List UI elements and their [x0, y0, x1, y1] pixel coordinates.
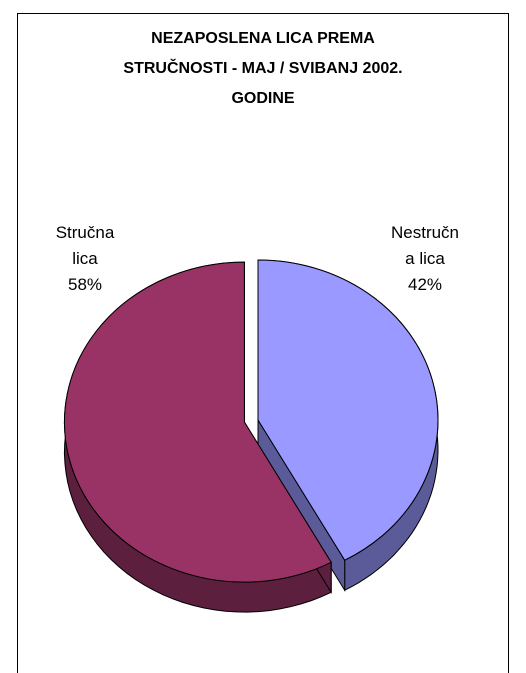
chart-title-line-2: STRUČNOSTI - MAJ / SVIBANJ 2002.: [123, 60, 403, 77]
slice-value-nestrucna: 42%: [407, 275, 443, 294]
slice-label-nestrucna-lica: Nestručn a lica 42%: [365, 220, 485, 298]
slice-label-strucna-lica: Stručna lica 58%: [30, 220, 140, 298]
slice-value-strucna: 58%: [67, 275, 103, 294]
chart-frame: [17, 13, 509, 673]
pie-slice-1: [64, 261, 332, 583]
slice-label-nestrucna-line-2: a lica: [405, 249, 445, 268]
slice-label-strucna-line-2: lica: [72, 249, 98, 268]
pie-chart: [63, 259, 439, 613]
pie-slice-0: [257, 259, 439, 561]
chart-title-line-3: GODINE: [231, 90, 295, 107]
slice-label-nestrucna-line-1: Nestručn: [390, 223, 460, 242]
chart-title: NEZAPOSLENA LICA PREMA STRUČNOSTI - MAJ …: [17, 24, 509, 114]
chart-title-line-1: NEZAPOSLENA LICA PREMA: [151, 30, 375, 47]
slice-label-strucna-line-1: Stručna: [55, 223, 115, 242]
